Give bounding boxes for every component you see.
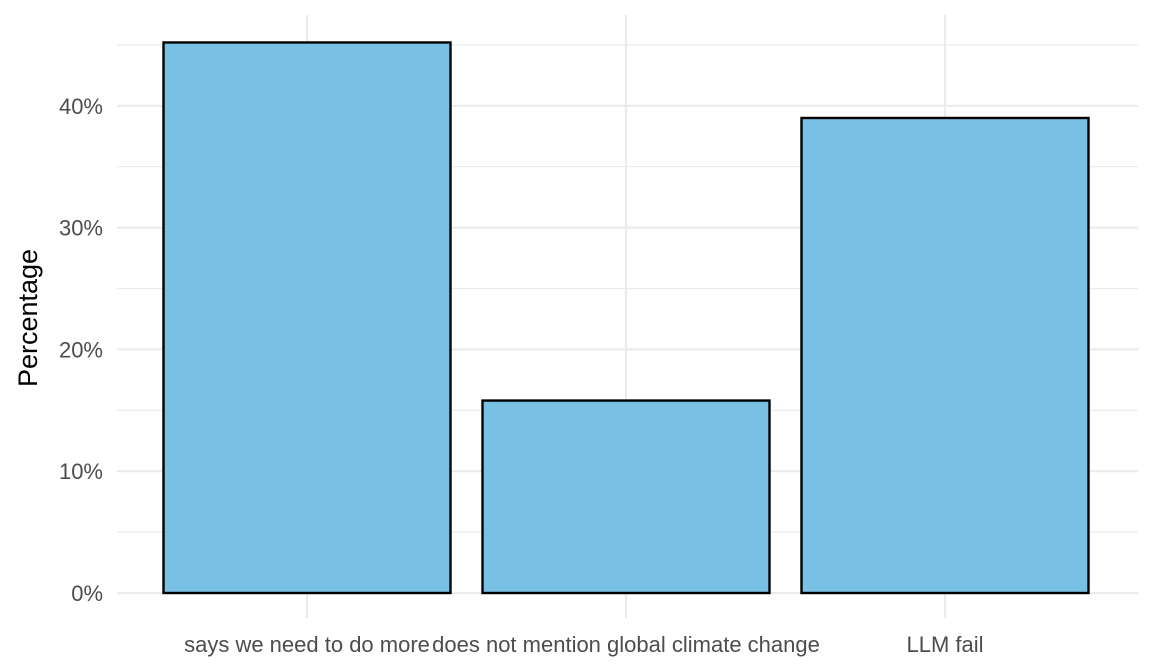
- y-axis-title: Percentage: [13, 249, 43, 387]
- x-tick-label: LLM fail: [906, 632, 983, 657]
- bar: [800, 116, 1090, 595]
- y-tick-labels: 0% 10% 20% 30% 40%: [59, 94, 103, 606]
- y-tick-label: 0%: [71, 581, 103, 606]
- y-tick-label: 40%: [59, 94, 103, 119]
- y-tick-label: 10%: [59, 459, 103, 484]
- x-tick-labels: says we need to do more does not mention …: [184, 632, 983, 657]
- x-tick-label: says we need to do more: [184, 632, 430, 657]
- bars: [162, 41, 1090, 595]
- y-tick-label: 30%: [59, 216, 103, 241]
- x-tick-label: does not mention global climate change: [432, 632, 820, 657]
- bar: [162, 41, 452, 595]
- bar: [481, 399, 771, 595]
- y-tick-label: 20%: [59, 337, 103, 362]
